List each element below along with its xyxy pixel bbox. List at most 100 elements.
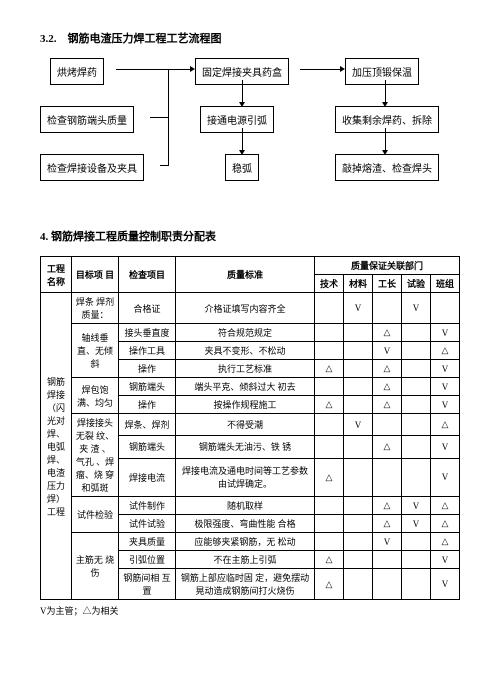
- cell-standard: 极限强度、弯曲性能 合格: [176, 515, 315, 533]
- th-target: 目标项 目: [72, 257, 119, 293]
- cell-standard: 符合规范规定: [176, 324, 315, 342]
- th-s3: 工长: [373, 275, 402, 293]
- cell-mark: [315, 378, 344, 396]
- th-s4: 试验: [402, 275, 431, 293]
- cell-mark: △: [315, 360, 344, 378]
- cell-mark: [402, 436, 431, 458]
- cell-check: 接头垂直度: [119, 324, 176, 342]
- cell-mark: [402, 378, 431, 396]
- th-dept: 质量保证关联部门: [315, 257, 460, 275]
- th-s5: 班组: [431, 275, 460, 293]
- flow-box-3: 检查焊接设备及夹具: [40, 154, 144, 181]
- cell-mark: V: [402, 497, 431, 515]
- cell-check: 操作工具: [119, 342, 176, 360]
- flow-box-8: 收集剩余焊药、拆除: [335, 106, 439, 133]
- cell-mark: V: [402, 293, 431, 324]
- cell-standard: 随机取样: [176, 497, 315, 515]
- cell-target: 焊接接头无裂 纹、夹 渣 、气孔 、焊瘤、烧 穿和弧斑: [72, 414, 119, 497]
- cell-mark: △: [373, 497, 402, 515]
- cell-mark: △: [373, 324, 402, 342]
- cell-target: 试件检验: [72, 497, 119, 533]
- qc-table: 工程 名称 目标项 目 检查项目 质量标准 质量保证关联部门 技术 材料 工长 …: [40, 256, 460, 600]
- cell-proj-name: 钢筋 焊接（闪光对焊、电弧焊、电渣压力焊）工程: [41, 293, 72, 600]
- section-4-title: 4. 钢筋焊接工程质量控制职责分配表: [40, 228, 460, 244]
- cell-mark: V: [344, 414, 373, 436]
- cell-check: 操作: [119, 360, 176, 378]
- cell-mark: [344, 458, 373, 496]
- cell-mark: [402, 342, 431, 360]
- cell-mark: △: [373, 515, 402, 533]
- cell-target: 主筋无 烧伤: [72, 533, 119, 600]
- table-row: 焊包饱满、均匀钢筋端头端头平克、倾斜过大 初去△V: [41, 378, 460, 396]
- cell-mark: [402, 360, 431, 378]
- legend: V为主管；△为相关: [40, 604, 460, 617]
- cell-mark: [373, 551, 402, 569]
- cell-standard: 钢筋端头无油污、铁 锈: [176, 436, 315, 458]
- cell-check: 试件制作: [119, 497, 176, 515]
- cell-mark: [315, 342, 344, 360]
- cell-standard: 端头平克、倾斜过大 初去: [176, 378, 315, 396]
- cell-mark: V: [373, 342, 402, 360]
- cell-standard: 按操作规程施工: [176, 396, 315, 414]
- cell-mark: V: [431, 458, 460, 496]
- cell-mark: [344, 436, 373, 458]
- table-body: 钢筋 焊接（闪光对焊、电弧焊、电渣压力焊）工程焊条 焊剂质量：合格证介格证填写内…: [41, 293, 460, 600]
- cell-check: 试件试验: [119, 515, 176, 533]
- cell-mark: V: [431, 551, 460, 569]
- cell-mark: [402, 396, 431, 414]
- cell-mark: [431, 293, 460, 324]
- flowchart: 烘烤焊药 检查钢筋端头质量 检查焊接设备及夹具 固定焊接夹具药盒 接通电源引弧 …: [40, 58, 460, 208]
- th-std: 质量标准: [176, 257, 315, 293]
- cell-mark: △: [431, 533, 460, 551]
- cell-mark: [344, 342, 373, 360]
- cell-mark: △: [373, 378, 402, 396]
- cell-mark: [402, 458, 431, 496]
- cell-standard: 介格证填写内容齐全: [176, 293, 315, 324]
- cell-mark: V: [431, 324, 460, 342]
- cell-mark: [373, 293, 402, 324]
- th-check: 检查项目: [119, 257, 176, 293]
- cell-check: 夹具质量: [119, 533, 176, 551]
- cell-standard: 焊接电流及通电时间等工艺参数由试焊确定。: [176, 458, 315, 496]
- cell-mark: △: [373, 360, 402, 378]
- cell-check: 钢筋端头: [119, 378, 176, 396]
- cell-mark: V: [402, 515, 431, 533]
- cell-mark: △: [431, 515, 460, 533]
- cell-mark: [344, 551, 373, 569]
- flow-box-6: 稳弧: [225, 154, 259, 181]
- th-s1: 技术: [315, 275, 344, 293]
- cell-mark: [402, 551, 431, 569]
- cell-mark: △: [315, 458, 344, 496]
- cell-mark: V: [431, 436, 460, 458]
- cell-mark: V: [344, 293, 373, 324]
- cell-mark: [373, 414, 402, 436]
- flow-box-5: 接通电源引弧: [200, 106, 274, 133]
- flow-box-1: 烘烤焊药: [50, 58, 104, 85]
- cell-mark: [373, 458, 402, 496]
- cell-mark: △: [373, 396, 402, 414]
- table-row: 轴线垂直、无倾斜接头垂直度符合规范规定△V: [41, 324, 460, 342]
- cell-mark: [315, 533, 344, 551]
- cell-mark: [315, 515, 344, 533]
- cell-mark: △: [431, 414, 460, 436]
- table-row: 试件检验试件制作随机取样△V△: [41, 497, 460, 515]
- table-row: 主筋无 烧伤夹具质量应能够夹紧钢筋，无 松动V△: [41, 533, 460, 551]
- th-proj: 工程 名称: [41, 257, 72, 293]
- th-s2: 材料: [344, 275, 373, 293]
- cell-mark: [344, 569, 373, 600]
- section-3-2-title: 3.2. 钢筋电渣压力焊工程工艺流程图: [40, 30, 460, 46]
- cell-check: 焊条、焊剂: [119, 414, 176, 436]
- cell-check: 钢筋间相 互置: [119, 569, 176, 600]
- cell-mark: [344, 396, 373, 414]
- cell-check: 钢筋端头: [119, 436, 176, 458]
- cell-mark: △: [431, 497, 460, 515]
- cell-standard: 夹具不变形、不松动: [176, 342, 315, 360]
- cell-mark: [402, 324, 431, 342]
- cell-mark: [344, 378, 373, 396]
- cell-standard: 钢筋上部应临时固 定，避免摆动晃动造成钢筋间打火烧伤: [176, 569, 315, 600]
- table-row: 钢筋 焊接（闪光对焊、电弧焊、电渣压力焊）工程焊条 焊剂质量：合格证介格证填写内…: [41, 293, 460, 324]
- cell-standard: 执行工艺标准: [176, 360, 315, 378]
- cell-mark: [402, 414, 431, 436]
- cell-mark: V: [373, 533, 402, 551]
- cell-standard: 应能够夹紧钢筋，无 松动: [176, 533, 315, 551]
